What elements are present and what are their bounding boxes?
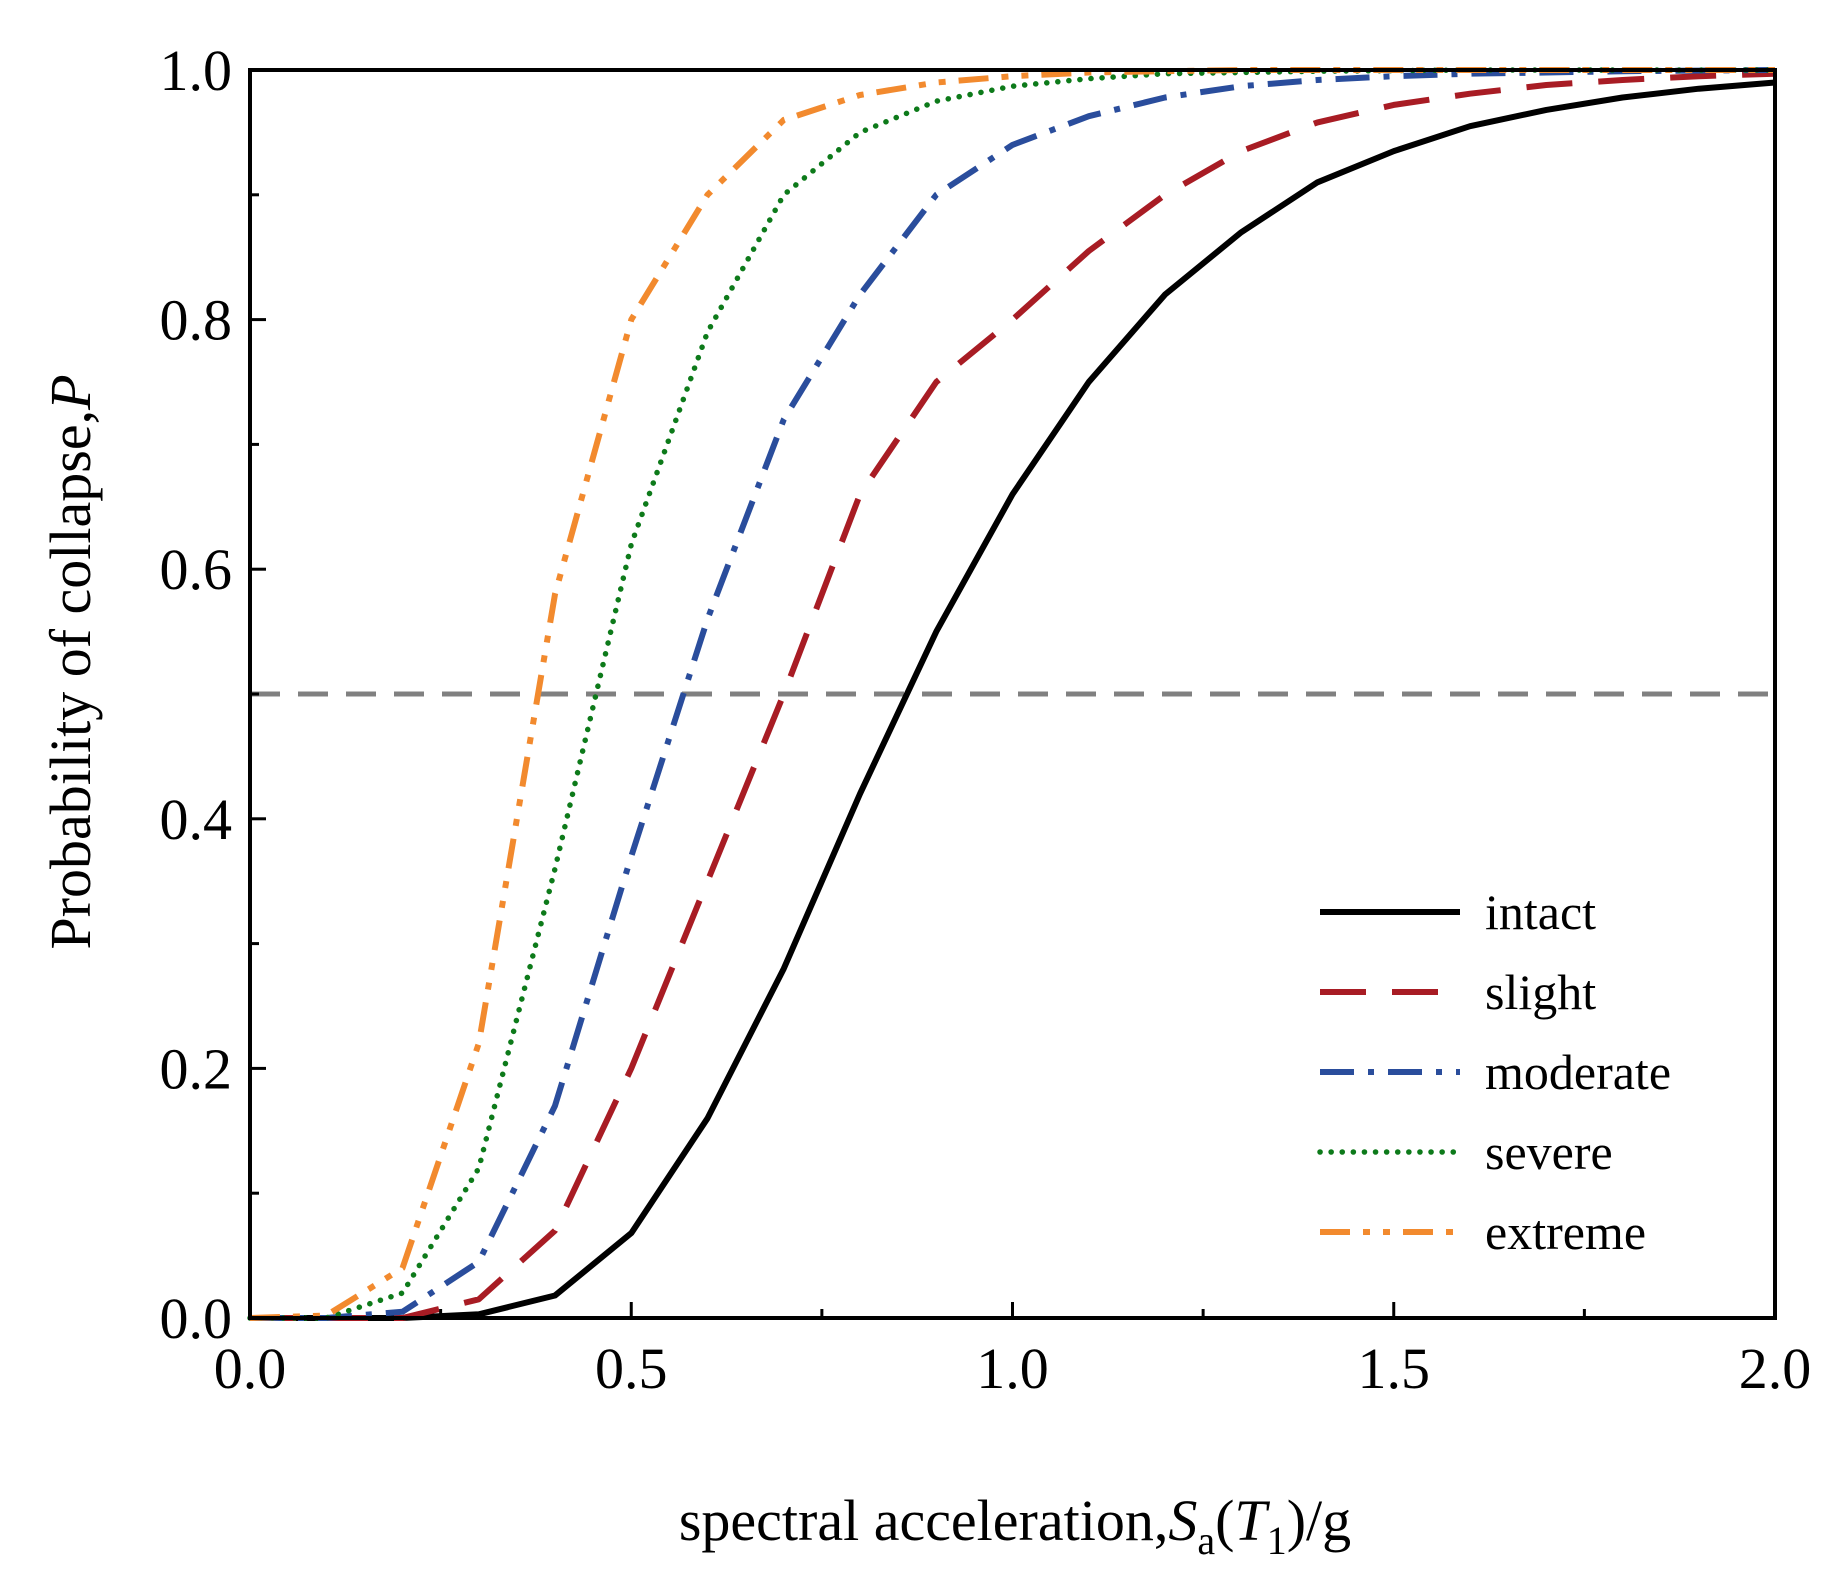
series-line-intact [250, 79, 1776, 1321]
x-tick-label: 0.5 [595, 1336, 668, 1401]
y-tick-label: 0.2 [160, 1036, 233, 1101]
y-tick-label: 0.6 [160, 537, 233, 602]
x-axis-title: spectral acceleration,Sa(T1)/g [679, 1488, 1351, 1563]
axis-titles: spectral acceleration,Sa(T1)/g Probabili… [38, 374, 1351, 1563]
axes-layer: 0.0 0.5 1.0 1.5 2.0 0.0 0.2 0.4 0.6 0.8 1.0 [160, 38, 1812, 1401]
legend-label-extreme: extreme [1485, 1204, 1646, 1260]
y-axis-title: Probability of collapse,P [38, 374, 103, 949]
legend-label-moderate: moderate [1485, 1044, 1671, 1100]
x-tick-label: 1.0 [976, 1336, 1049, 1401]
legend: intact slight moderate severe extreme [1317, 884, 1671, 1260]
x-tick-label: 2.0 [1739, 1336, 1812, 1401]
y-tick-label: 0.8 [160, 288, 233, 353]
x-tick-label: 0.0 [214, 1336, 287, 1401]
legend-label-severe: severe [1485, 1124, 1613, 1180]
legend-label-intact: intact [1485, 884, 1596, 940]
y-tick-label: 1.0 [160, 38, 233, 103]
series-line-severe [247, 67, 1778, 1321]
y-tick-label: 0.0 [160, 1286, 233, 1351]
y-tick-label: 0.4 [160, 787, 233, 852]
x-tick-label: 1.5 [1358, 1336, 1431, 1401]
legend-label-slight: slight [1485, 964, 1596, 1020]
